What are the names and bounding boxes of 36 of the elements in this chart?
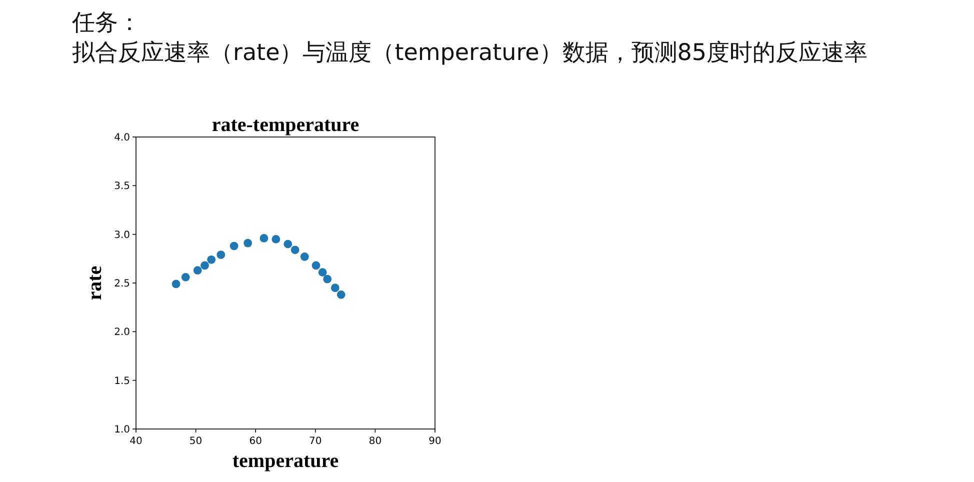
x-tick-label: 60 <box>249 436 262 447</box>
point <box>284 240 292 248</box>
chart-title: rate-temperature <box>212 114 360 136</box>
x-tick-label: 90 <box>428 436 442 447</box>
point <box>193 266 202 275</box>
x-tick-label: 80 <box>368 436 382 447</box>
point <box>230 242 238 250</box>
y-tick-label: 4.0 <box>114 132 130 144</box>
y-tick-label: 3.5 <box>114 181 130 192</box>
point <box>272 235 280 244</box>
point <box>200 261 209 270</box>
point <box>300 252 309 261</box>
x-tick-label: 70 <box>309 436 322 447</box>
point <box>260 234 268 242</box>
point <box>318 268 327 276</box>
text: 拟合反应速率（rate）与温度（temperature）数据，预测85度时的反应速率 <box>72 40 868 66</box>
text: 任务： <box>71 10 141 36</box>
x-axis-title: temperature <box>232 450 339 472</box>
point <box>290 246 300 254</box>
point <box>181 272 190 282</box>
point <box>323 274 332 284</box>
y-tick-label: 3.0 <box>114 230 130 241</box>
point <box>336 290 346 299</box>
x-tick-label: 50 <box>189 436 202 447</box>
y-tick-label: 2.0 <box>114 327 130 338</box>
point <box>330 284 340 292</box>
point <box>244 238 252 248</box>
y-tick-label: 1.5 <box>114 376 130 387</box>
point <box>216 250 226 259</box>
point <box>312 261 320 270</box>
point <box>207 255 216 264</box>
x-tick-label: 40 <box>130 436 142 447</box>
point <box>172 280 180 288</box>
y-axis-title: rate <box>84 266 106 300</box>
y-tick-label: 2.5 <box>114 278 130 290</box>
y-tick-label: 1.0 <box>114 424 130 436</box>
